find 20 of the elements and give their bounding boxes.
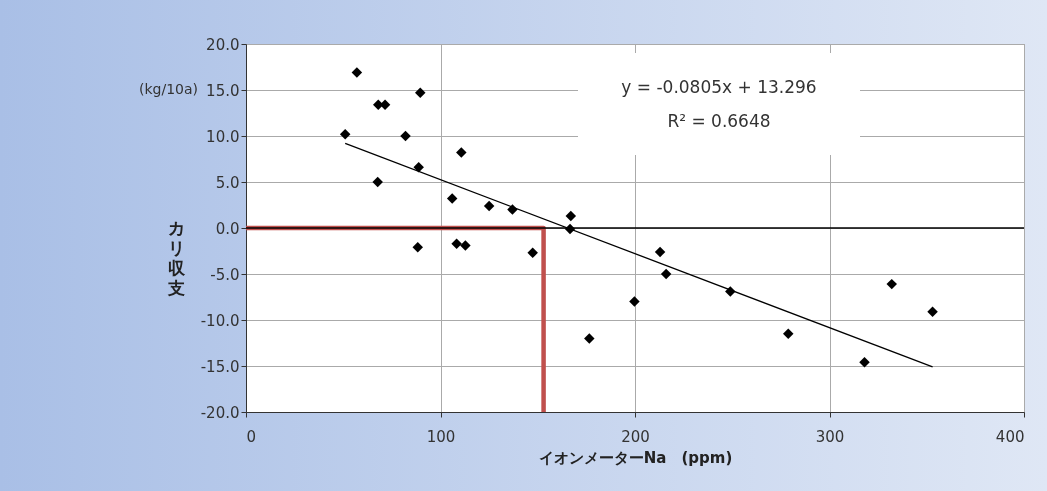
x-tick-label: 200: [621, 427, 650, 446]
y-tick-label: -20.0: [200, 403, 240, 422]
y-axis-title: カリ収支: [167, 217, 186, 298]
x-axis-title: イオンメーターNa (ppm): [538, 448, 733, 467]
y-tick-label: -15.0: [200, 357, 240, 376]
x-tick-label: 400: [995, 427, 1025, 446]
y-tick-label: -10.0: [200, 311, 240, 330]
y-tick-label: 20.0: [206, 35, 240, 54]
text: (kg/10a): [138, 81, 198, 97]
x-tick-label: 100: [426, 427, 456, 446]
annotation: y = -0.0805x + 13.296: [621, 77, 817, 97]
text-box: y = -0.0805x + 13.296 R² = 0.6648: [578, 53, 860, 155]
y-tick-label: -5.0: [210, 265, 240, 284]
y-tick-label: 10.0: [206, 127, 240, 146]
x-tick-label: 300: [815, 427, 845, 446]
annotation: R² = 0.6648: [667, 111, 771, 131]
y-tick-label: 0.0: [215, 219, 240, 238]
y-tick-label: 5.0: [215, 173, 240, 192]
x-tick-label: 0: [246, 427, 257, 446]
y-tick-label: 15.0: [206, 81, 240, 100]
